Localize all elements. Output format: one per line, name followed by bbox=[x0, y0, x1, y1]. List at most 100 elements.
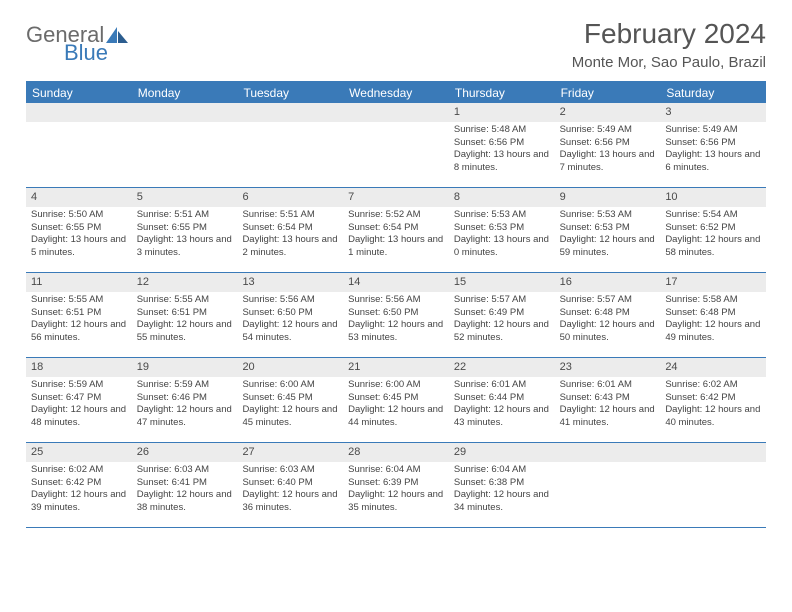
day-cell: 24Sunrise: 6:02 AMSunset: 6:42 PMDayligh… bbox=[660, 358, 766, 442]
sunset-text: Sunset: 6:45 PM bbox=[348, 392, 445, 405]
sunrise-text: Sunrise: 6:00 AM bbox=[242, 379, 339, 392]
day-cell: 19Sunrise: 5:59 AMSunset: 6:46 PMDayligh… bbox=[132, 358, 238, 442]
day-details: Sunrise: 5:51 AMSunset: 6:55 PMDaylight:… bbox=[132, 207, 238, 263]
sunrise-text: Sunrise: 5:55 AM bbox=[137, 294, 234, 307]
daylight-text: Daylight: 12 hours and 58 minutes. bbox=[665, 234, 762, 260]
day-details: Sunrise: 5:57 AMSunset: 6:49 PMDaylight:… bbox=[449, 292, 555, 348]
daylight-text: Daylight: 12 hours and 50 minutes. bbox=[560, 319, 657, 345]
daylight-text: Daylight: 12 hours and 53 minutes. bbox=[348, 319, 445, 345]
day-cell: 20Sunrise: 6:00 AMSunset: 6:45 PMDayligh… bbox=[237, 358, 343, 442]
day-number: 8 bbox=[449, 188, 555, 207]
sunset-text: Sunset: 6:48 PM bbox=[665, 307, 762, 320]
sunrise-text: Sunrise: 5:58 AM bbox=[665, 294, 762, 307]
day-number: 20 bbox=[237, 358, 343, 377]
daylight-text: Daylight: 12 hours and 39 minutes. bbox=[31, 489, 128, 515]
sunrise-text: Sunrise: 5:54 AM bbox=[665, 209, 762, 222]
sunset-text: Sunset: 6:44 PM bbox=[454, 392, 551, 405]
page-header: GeneralBlue February 2024 Monte Mor, Sao… bbox=[26, 18, 766, 71]
sunset-text: Sunset: 6:51 PM bbox=[31, 307, 128, 320]
sunrise-text: Sunrise: 5:59 AM bbox=[137, 379, 234, 392]
weekday-header: Saturday bbox=[660, 83, 766, 103]
day-number: 4 bbox=[26, 188, 132, 207]
sunset-text: Sunset: 6:45 PM bbox=[242, 392, 339, 405]
daylight-text: Daylight: 13 hours and 8 minutes. bbox=[454, 149, 551, 175]
daylight-text: Daylight: 13 hours and 5 minutes. bbox=[31, 234, 128, 260]
daylight-text: Daylight: 13 hours and 1 minute. bbox=[348, 234, 445, 260]
sunset-text: Sunset: 6:54 PM bbox=[242, 222, 339, 235]
day-number: 24 bbox=[660, 358, 766, 377]
sunrise-text: Sunrise: 5:53 AM bbox=[560, 209, 657, 222]
sunset-text: Sunset: 6:51 PM bbox=[137, 307, 234, 320]
sunset-text: Sunset: 6:43 PM bbox=[560, 392, 657, 405]
day-cell: 6Sunrise: 5:51 AMSunset: 6:54 PMDaylight… bbox=[237, 188, 343, 272]
day-number: 21 bbox=[343, 358, 449, 377]
day-details: Sunrise: 5:56 AMSunset: 6:50 PMDaylight:… bbox=[343, 292, 449, 348]
day-details: Sunrise: 6:01 AMSunset: 6:44 PMDaylight:… bbox=[449, 377, 555, 433]
daylight-text: Daylight: 12 hours and 38 minutes. bbox=[137, 489, 234, 515]
day-number: 6 bbox=[237, 188, 343, 207]
week-row: 1Sunrise: 5:48 AMSunset: 6:56 PMDaylight… bbox=[26, 103, 766, 188]
sunset-text: Sunset: 6:41 PM bbox=[137, 477, 234, 490]
week-row: 18Sunrise: 5:59 AMSunset: 6:47 PMDayligh… bbox=[26, 358, 766, 443]
sunrise-text: Sunrise: 6:04 AM bbox=[454, 464, 551, 477]
weekday-header: Tuesday bbox=[237, 83, 343, 103]
sunrise-text: Sunrise: 6:01 AM bbox=[560, 379, 657, 392]
weekday-header: Monday bbox=[132, 83, 238, 103]
day-number: 17 bbox=[660, 273, 766, 292]
day-cell bbox=[132, 103, 238, 187]
day-number: 22 bbox=[449, 358, 555, 377]
day-number: 16 bbox=[555, 273, 661, 292]
day-number: 10 bbox=[660, 188, 766, 207]
sunrise-text: Sunrise: 5:50 AM bbox=[31, 209, 128, 222]
day-number: 3 bbox=[660, 103, 766, 122]
day-number: 25 bbox=[26, 443, 132, 462]
logo-sail-icon bbox=[106, 27, 128, 43]
day-number: 23 bbox=[555, 358, 661, 377]
day-details: Sunrise: 5:53 AMSunset: 6:53 PMDaylight:… bbox=[555, 207, 661, 263]
sunset-text: Sunset: 6:38 PM bbox=[454, 477, 551, 490]
sunrise-text: Sunrise: 5:55 AM bbox=[31, 294, 128, 307]
daylight-text: Daylight: 13 hours and 6 minutes. bbox=[665, 149, 762, 175]
day-details: Sunrise: 5:55 AMSunset: 6:51 PMDaylight:… bbox=[132, 292, 238, 348]
day-details: Sunrise: 5:57 AMSunset: 6:48 PMDaylight:… bbox=[555, 292, 661, 348]
daylight-text: Daylight: 12 hours and 48 minutes. bbox=[31, 404, 128, 430]
sunrise-text: Sunrise: 5:51 AM bbox=[137, 209, 234, 222]
day-cell: 1Sunrise: 5:48 AMSunset: 6:56 PMDaylight… bbox=[449, 103, 555, 187]
day-number: 5 bbox=[132, 188, 238, 207]
weekday-header: Sunday bbox=[26, 83, 132, 103]
day-number: 28 bbox=[343, 443, 449, 462]
day-cell: 28Sunrise: 6:04 AMSunset: 6:39 PMDayligh… bbox=[343, 443, 449, 527]
day-details: Sunrise: 5:55 AMSunset: 6:51 PMDaylight:… bbox=[26, 292, 132, 348]
day-number: 19 bbox=[132, 358, 238, 377]
daylight-text: Daylight: 12 hours and 35 minutes. bbox=[348, 489, 445, 515]
week-row: 25Sunrise: 6:02 AMSunset: 6:42 PMDayligh… bbox=[26, 443, 766, 528]
sunset-text: Sunset: 6:54 PM bbox=[348, 222, 445, 235]
sunrise-text: Sunrise: 5:56 AM bbox=[348, 294, 445, 307]
sunrise-text: Sunrise: 5:53 AM bbox=[454, 209, 551, 222]
day-number: 29 bbox=[449, 443, 555, 462]
daylight-text: Daylight: 12 hours and 47 minutes. bbox=[137, 404, 234, 430]
day-cell: 25Sunrise: 6:02 AMSunset: 6:42 PMDayligh… bbox=[26, 443, 132, 527]
daylight-text: Daylight: 12 hours and 45 minutes. bbox=[242, 404, 339, 430]
daylight-text: Daylight: 12 hours and 56 minutes. bbox=[31, 319, 128, 345]
day-details: Sunrise: 6:02 AMSunset: 6:42 PMDaylight:… bbox=[660, 377, 766, 433]
day-details: Sunrise: 6:03 AMSunset: 6:41 PMDaylight:… bbox=[132, 462, 238, 518]
weekday-header: Wednesday bbox=[343, 83, 449, 103]
weekday-header: Thursday bbox=[449, 83, 555, 103]
day-details: Sunrise: 5:59 AMSunset: 6:46 PMDaylight:… bbox=[132, 377, 238, 433]
day-details: Sunrise: 5:52 AMSunset: 6:54 PMDaylight:… bbox=[343, 207, 449, 263]
day-details: Sunrise: 6:00 AMSunset: 6:45 PMDaylight:… bbox=[237, 377, 343, 433]
day-cell: 4Sunrise: 5:50 AMSunset: 6:55 PMDaylight… bbox=[26, 188, 132, 272]
daylight-text: Daylight: 12 hours and 36 minutes. bbox=[242, 489, 339, 515]
day-cell bbox=[343, 103, 449, 187]
day-cell: 5Sunrise: 5:51 AMSunset: 6:55 PMDaylight… bbox=[132, 188, 238, 272]
day-cell bbox=[237, 103, 343, 187]
day-details: Sunrise: 5:53 AMSunset: 6:53 PMDaylight:… bbox=[449, 207, 555, 263]
daylight-text: Daylight: 13 hours and 7 minutes. bbox=[560, 149, 657, 175]
daylight-text: Daylight: 12 hours and 49 minutes. bbox=[665, 319, 762, 345]
day-cell: 18Sunrise: 5:59 AMSunset: 6:47 PMDayligh… bbox=[26, 358, 132, 442]
day-number bbox=[555, 443, 661, 462]
sunset-text: Sunset: 6:52 PM bbox=[665, 222, 762, 235]
daylight-text: Daylight: 12 hours and 44 minutes. bbox=[348, 404, 445, 430]
sunset-text: Sunset: 6:49 PM bbox=[454, 307, 551, 320]
